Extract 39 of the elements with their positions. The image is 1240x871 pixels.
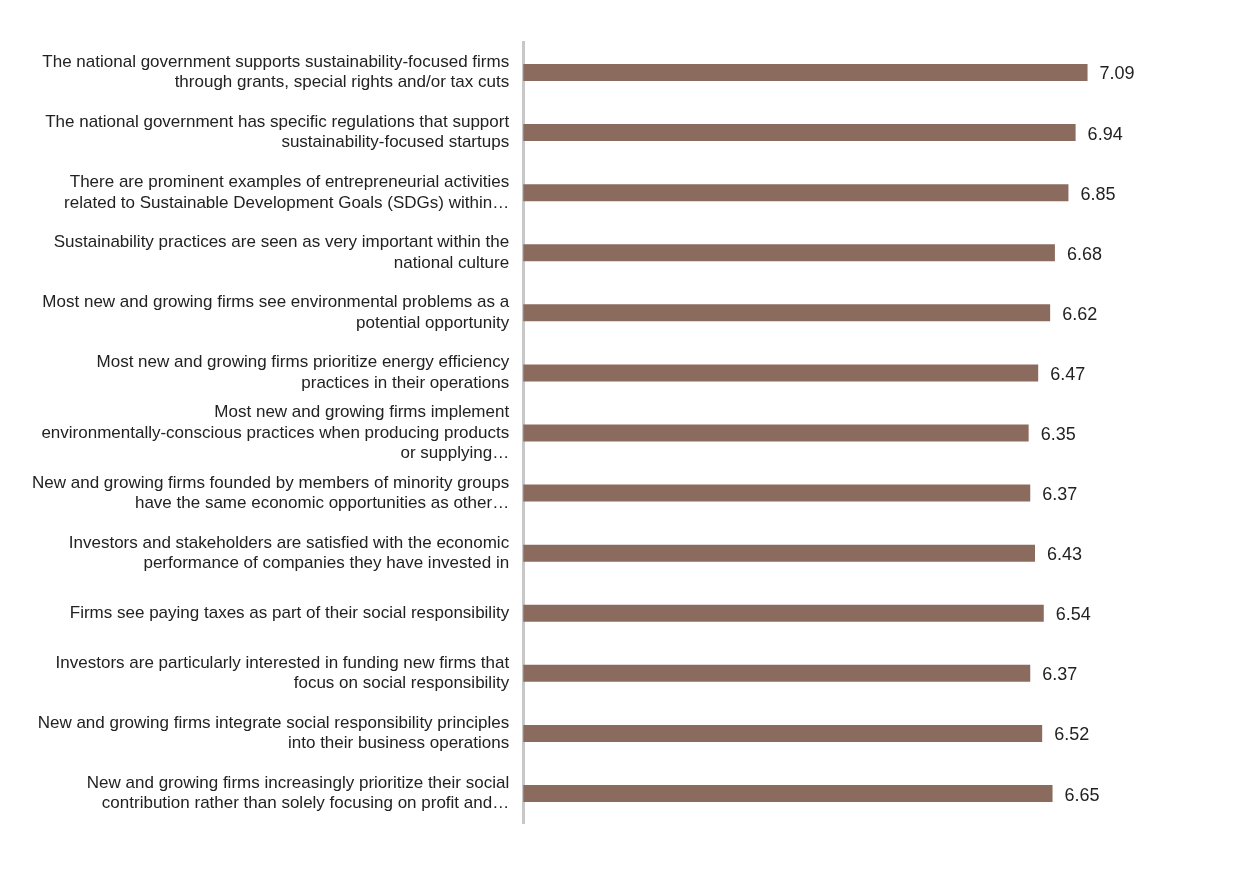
y-tick-label: New and growing firms increasingly prioritize their social contribution rather than solely focusing on profit and…: [86, 773, 510, 813]
bar: [523, 604, 1044, 622]
data-label: 6.94: [1087, 123, 1123, 144]
y-tick-label: Firms see paying taxes as part of their social responsibility: [69, 602, 510, 622]
data-label: 6.35: [1040, 423, 1076, 444]
y-tick-label: Investors and stakeholders are satisfied with the economic performance of companies they have invested in: [68, 532, 510, 573]
data-label: 6.37: [1042, 484, 1078, 505]
bar: [523, 184, 1069, 202]
data-label: 6.47: [1050, 363, 1086, 384]
data-label: 6.68: [1066, 243, 1102, 264]
y-tick-label: Investors are particularly interested in funding new firms that focus on social responsibility: [55, 652, 510, 693]
bar: [523, 724, 1043, 742]
y-tick-label: Most new and growing firms see environmental problems as a potential opportunity: [42, 292, 510, 332]
y-tick-label: Most new and growing firms implement environmentally-conscious practices when producing products or supplying…: [41, 402, 510, 463]
bar: [523, 63, 1088, 81]
data-label: 6.54: [1055, 604, 1091, 625]
bar: [523, 544, 1036, 562]
y-tick-label: Most new and growing firms prioritize energy efficiency practices in their operations: [96, 352, 510, 392]
data-label: 6.62: [1062, 303, 1098, 324]
y-tick-label: The national government has specific regulations that support sustainability-focused startups: [45, 112, 510, 152]
bar: [523, 664, 1031, 682]
data-label: 6.52: [1054, 724, 1090, 745]
data-label: 6.85: [1080, 183, 1116, 204]
bar: [523, 304, 1051, 322]
bar: [523, 484, 1031, 502]
y-tick-label: The national government supports sustainability-focused firms through grants, special rights and/or tax cuts: [42, 51, 510, 92]
data-label: 6.37: [1042, 664, 1078, 685]
bar: [523, 364, 1039, 382]
data-label: 7.09: [1099, 63, 1135, 84]
y-tick-label: New and growing firms founded by members of minority groups have the same economic opportunities as other…: [32, 472, 510, 512]
y-tick-label: There are prominent examples of entrepreneurial activities related to Sustainable Development Goals (SDGs) within…: [64, 172, 510, 212]
data-label: 6.65: [1064, 784, 1100, 805]
y-tick-label: Sustainability practices are seen as very important within the national culture: [53, 232, 510, 272]
y-tick-label: New and growing firms integrate social responsibility principles into their business operations: [37, 712, 510, 753]
bar: [523, 785, 1053, 803]
bar: [523, 244, 1055, 262]
bar: [523, 124, 1076, 142]
bar: [523, 424, 1029, 442]
data-label: 6.43: [1047, 544, 1083, 565]
